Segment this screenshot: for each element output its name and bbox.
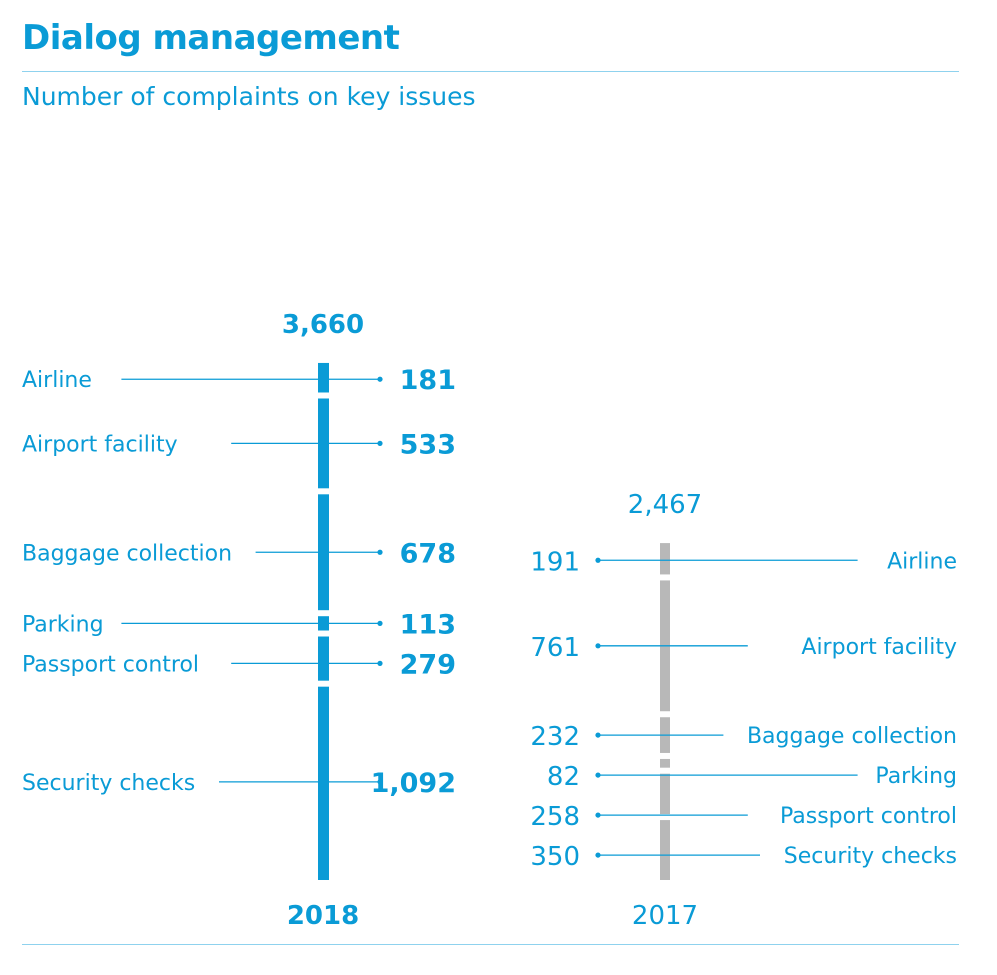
series-2018-bar-security-checks [318, 686, 329, 880]
series-2017-bar-parking [660, 758, 670, 768]
series-2018-dot-security-checks [377, 779, 383, 785]
series-2018-category-airline: Airline [22, 368, 92, 393]
series-2018-category-passport-control: Passport control [22, 652, 199, 677]
series-2017-category-passport-control: Passport control [780, 804, 957, 829]
series-2017-category-baggage-collection: Baggage collection [747, 724, 957, 749]
series-2017-value-baggage-collection: 232 [530, 722, 580, 752]
bottom-divider [22, 944, 959, 945]
series-2018-category-airport-facility: Airport facility [22, 432, 178, 457]
series-2018-year-label: 2018 [287, 901, 359, 931]
series-2018-value-baggage-collection: 678 [400, 538, 456, 569]
series-2017-bar-security-checks [660, 820, 670, 880]
series-2017-category-security-checks: Security checks [784, 844, 957, 869]
series-2018-dot-airport-facility [377, 440, 383, 447]
series-2018-bar-airline [318, 362, 329, 393]
series-2018-dot-airline [377, 376, 383, 382]
series-2017-category-airport-facility: Airport facility [801, 635, 957, 660]
series-2017-category-parking: Parking [875, 764, 957, 789]
series-2018-value-security-checks: 1,092 [371, 768, 456, 799]
series-2018-value-passport-control: 279 [400, 649, 456, 680]
series-2018-dot-baggage-collection [377, 549, 383, 555]
series-2018-value-parking: 113 [400, 609, 456, 640]
series-2018-dot-parking [377, 620, 383, 626]
series-2018-total-label: 3,660 [282, 310, 364, 340]
page-title: Dialog management [22, 18, 400, 58]
series-2018-category-parking: Parking [22, 612, 104, 637]
series-2017-year-label: 2017 [632, 901, 698, 931]
series-2018-dot-passport-control [377, 660, 383, 666]
title-divider [22, 71, 959, 72]
series-2018-category-security-checks: Security checks [22, 771, 195, 796]
series-2017-total-label: 2,467 [628, 490, 702, 520]
page-subtitle: Number of complaints on key issues [22, 82, 476, 111]
series-2018-value-airline: 181 [400, 365, 456, 396]
series-2018-category-baggage-collection: Baggage collection [22, 541, 232, 566]
series-2017-value-airline: 191 [530, 547, 580, 577]
series-2017-bar-airline [660, 543, 670, 575]
series-2018-bar-passport-control [318, 636, 329, 681]
series-2017-category-airline: Airline [887, 549, 957, 574]
series-2017-value-airport-facility: 761 [530, 633, 580, 663]
series-2018-value-airport-facility: 533 [400, 429, 456, 460]
series-2017-value-parking: 82 [547, 762, 580, 792]
series-2017-value-passport-control: 258 [530, 802, 580, 832]
series-2017-bar-passport-control [660, 773, 670, 815]
series-2017-value-security-checks: 350 [530, 842, 580, 872]
